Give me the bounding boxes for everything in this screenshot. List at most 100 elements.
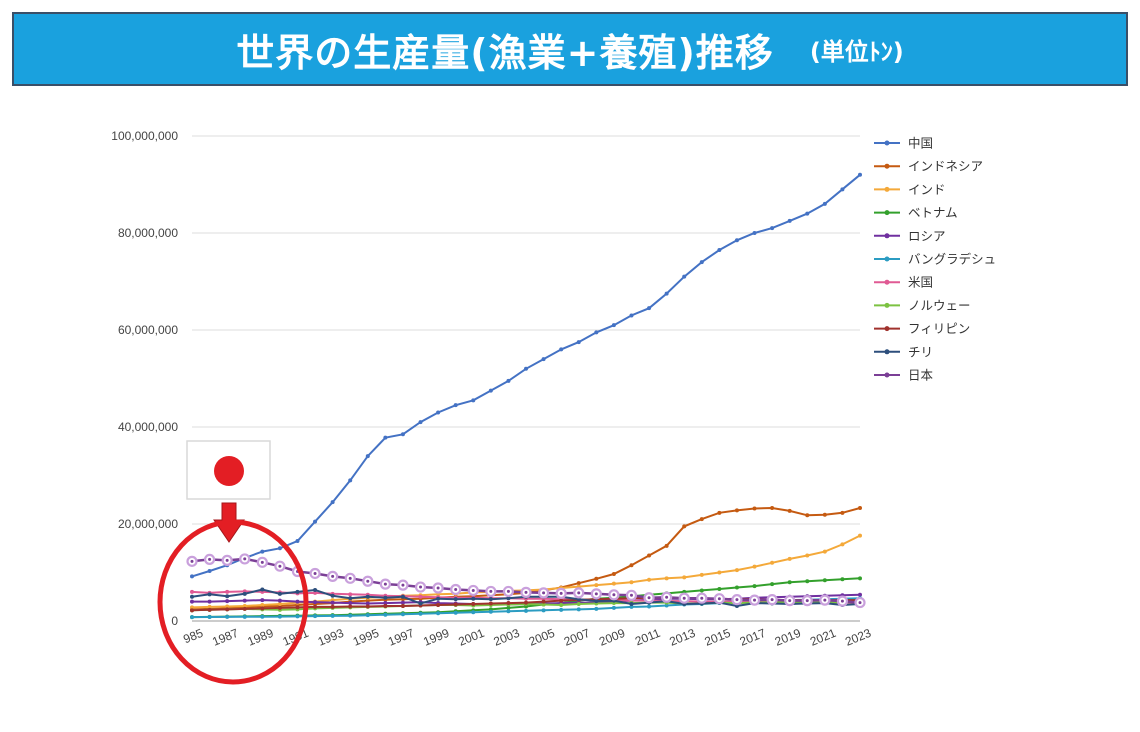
data-point [805,553,810,558]
data-point [858,505,862,510]
data-point-center [454,587,458,591]
data-point [594,330,599,335]
data-point [787,508,792,513]
data-point [207,592,212,597]
data-point [752,584,757,589]
y-tick-label: 40,000,000 [118,420,178,434]
y-tick-label: 100,000,000 [111,129,178,143]
legend-marker [884,140,890,146]
data-point [225,607,230,612]
data-point [858,592,862,597]
data-point [752,506,757,511]
data-point [190,615,194,620]
data-point [330,613,335,618]
x-tick-label: 2007 [562,626,592,649]
data-point-center [735,598,739,602]
data-point [594,599,599,604]
data-point [506,605,511,610]
data-point [594,576,599,581]
data-point [207,569,212,574]
data-point [207,604,212,609]
x-tick-label: 1987 [210,626,240,649]
data-point-center [489,589,493,593]
y-tick-label: 0 [171,614,178,628]
x-tick-label: 2019 [773,626,803,649]
data-point [277,605,282,610]
japan-flag-sun [214,456,244,486]
data-point [840,577,845,582]
data-point-center [858,601,862,605]
data-point [242,603,247,608]
data-point [260,614,265,619]
data-point [787,556,792,561]
legend-item: ベトナム [874,205,958,220]
legend-marker [884,349,890,355]
series-line [191,174,861,578]
data-point [453,597,458,602]
data-point [629,604,634,609]
data-point [717,510,722,515]
data-point [365,613,370,618]
x-tick-label: 2009 [597,626,627,649]
series-0 [190,172,862,579]
data-point [717,586,722,591]
x-tick-label: 2003 [492,626,522,649]
legend-item: インドネシア [874,159,983,174]
data-point [313,600,318,605]
x-tick-label: 2017 [738,626,768,649]
data-point-center [753,598,757,602]
data-point-center [700,596,704,600]
data-point [629,580,634,585]
data-point [190,599,194,604]
legend-marker [884,279,890,285]
data-point-center [629,593,633,597]
x-axis-tick-labels: 985 1987 1989 1991 1993 1995 1997 1999 2001 2003 2… [181,626,873,649]
data-point [242,606,247,611]
data-point [260,606,265,611]
data-point [207,607,212,612]
data-point-center [542,591,546,595]
x-tick-label: 2023 [843,626,873,649]
x-tick-label: 2013 [667,626,697,649]
data-point [277,598,282,603]
legend-label: バングラデシュ [908,252,996,267]
legend-label: チリ [908,344,933,359]
data-point [822,512,827,517]
data-point [277,602,282,607]
data-point-center [612,593,616,597]
data-point [436,602,441,607]
data-point [858,533,862,538]
data-point [313,604,318,609]
data-point [260,598,265,603]
data-point [418,601,423,606]
legend-marker [884,372,890,378]
data-point [647,604,652,609]
x-tick-label: 985 [181,626,205,647]
data-point [611,571,616,576]
data-point [242,591,247,596]
legend-item: ノルウェー [874,298,971,313]
data-point [277,614,282,619]
chart-title: 世界の生産量(漁業+養殖)推移 [236,30,774,75]
legend-label: 米国 [908,275,933,290]
data-point [770,560,775,565]
data-point [682,524,687,529]
data-point-center [840,599,844,603]
data-point [682,575,687,580]
data-point [383,603,388,608]
data-point [400,603,405,608]
data-point [225,599,230,604]
data-point [805,579,810,584]
data-point [488,609,493,614]
data-point [699,260,704,265]
data-point [717,570,722,575]
data-point [348,592,353,597]
data-point [330,604,335,609]
data-point-center [770,598,774,602]
data-point [418,611,423,616]
data-point [629,313,634,318]
data-point-center [717,597,721,601]
data-point [576,602,581,607]
data-point [313,614,318,619]
